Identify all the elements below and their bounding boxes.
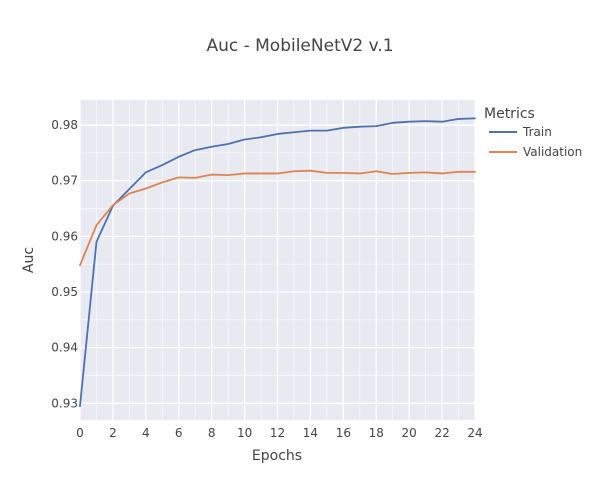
series-lines	[79, 117, 476, 407]
x-tick-label: 12	[270, 426, 285, 440]
x-tick-label: 22	[434, 426, 449, 440]
y-tick-label: 0.97	[51, 174, 78, 188]
grid-lines	[79, 100, 476, 420]
legend-label-validation: Validation	[523, 145, 582, 159]
x-tick-label: 10	[237, 426, 252, 440]
x-tick-label: 4	[142, 426, 150, 440]
x-tick-label: 20	[402, 426, 417, 440]
y-tick-label: 0.93	[51, 396, 78, 410]
y-tick-label: 0.96	[51, 229, 78, 243]
y-tick-labels: 0.93 0.94 0.95 0.96 0.97 0.98	[51, 118, 78, 410]
chart-title: Auc - MobileNetV2 v.1	[206, 36, 393, 56]
y-tick-label: 0.94	[51, 341, 78, 355]
x-tick-label: 18	[369, 426, 384, 440]
y-tick-label: 0.95	[51, 285, 78, 299]
x-tick-label: 6	[175, 426, 183, 440]
x-axis-label: Epochs	[252, 448, 302, 464]
x-tick-label: 0	[76, 426, 84, 440]
x-tick-label: 16	[336, 426, 351, 440]
y-tick-label: 0.98	[51, 118, 78, 132]
x-tick-label: 2	[109, 426, 117, 440]
y-axis-label: Auc	[21, 247, 37, 273]
legend-title: Metrics	[484, 106, 535, 122]
x-tick-label: 8	[208, 426, 216, 440]
legend-label-train: Train	[522, 125, 552, 139]
x-tick-label: 14	[303, 426, 318, 440]
series-line-validation	[79, 169, 476, 267]
x-tick-labels: 0 2 4 6 8 10 12 14 16 18 20 22 24	[76, 426, 482, 440]
series-line-train	[79, 117, 476, 407]
x-tick-label: 24	[467, 426, 482, 440]
legend: Metrics Train Validation	[484, 106, 582, 159]
legend-items: Train Validation	[489, 125, 582, 159]
